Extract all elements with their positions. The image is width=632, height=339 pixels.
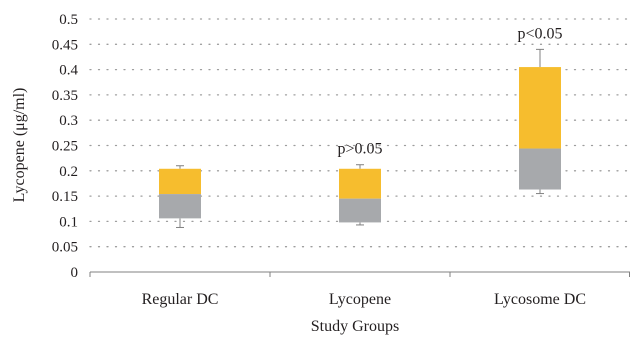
box-lower [519, 148, 561, 190]
p-value-annotation: p<0.05 [517, 25, 562, 42]
y-tick-label: 0.4 [59, 63, 78, 79]
annotations: p>0.05 p<0.05 [337, 25, 562, 157]
y-tick-label: 0.1 [59, 214, 78, 230]
box-upper [159, 168, 201, 195]
box-lower [159, 194, 201, 219]
y-tick-labels: 0 0.05 0.1 0.15 0.2 0.25 0.3 0.35 0.4 0.45 0.5 [52, 12, 79, 281]
x-category-label: Lycopene [329, 291, 391, 308]
y-tick-label: 0.05 [52, 240, 78, 256]
x-category-label: Regular DC [142, 291, 219, 308]
y-tick-label: 0.25 [52, 139, 78, 155]
y-tick-label: 0.3 [59, 113, 78, 129]
x-axis-title: Study Groups [311, 318, 399, 335]
p-value-annotation: p>0.05 [337, 141, 382, 158]
y-axis-title: Lycopene (μg/ml) [11, 88, 28, 203]
x-category-label: Lycosome DC [494, 291, 586, 308]
y-tick-label: 0.35 [52, 88, 78, 104]
y-tick-label: 0.5 [59, 12, 78, 28]
axes [89, 271, 630, 277]
boxes [159, 48, 561, 228]
box-lower [339, 198, 381, 223]
y-tick-label: 0.45 [52, 37, 78, 53]
box-upper [339, 168, 381, 199]
box-upper [519, 67, 561, 149]
y-tick-label: 0 [71, 265, 79, 281]
y-tick-label: 0.15 [52, 189, 78, 205]
y-tick-label: 0.2 [59, 164, 78, 180]
x-category-labels: Regular DC Lycopene Lycosome DC [142, 291, 586, 308]
